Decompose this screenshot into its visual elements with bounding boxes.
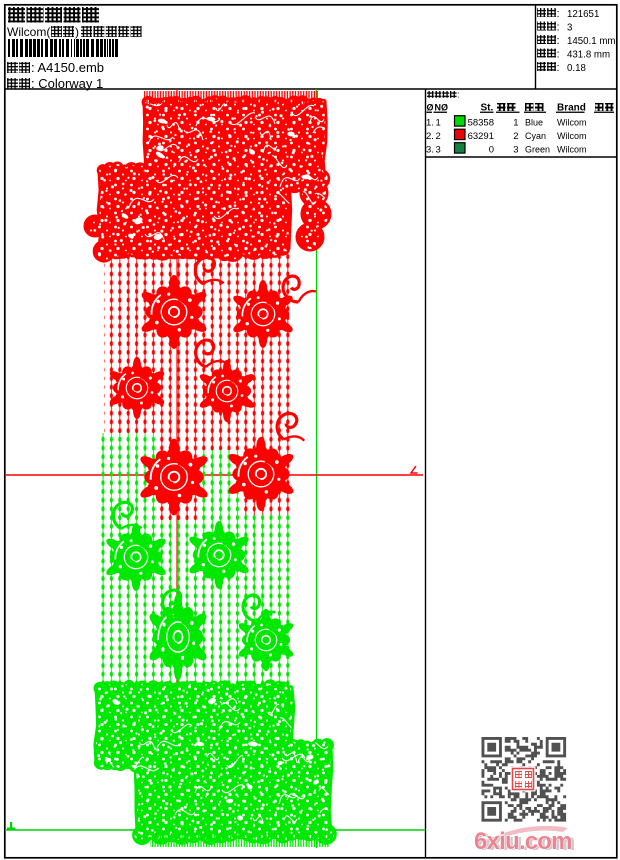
svg-text:Wilcom: Wilcom bbox=[557, 144, 587, 154]
svg-text:Wilcom: Wilcom bbox=[557, 131, 587, 141]
svg-text:Wilcom(: Wilcom( bbox=[7, 25, 50, 39]
svg-text:58358: 58358 bbox=[468, 117, 494, 128]
svg-text:Ø: Ø bbox=[427, 103, 434, 113]
svg-text:431.8 mm: 431.8 mm bbox=[567, 50, 610, 61]
svg-text::: : bbox=[557, 49, 560, 61]
svg-text:3: 3 bbox=[567, 23, 572, 34]
svg-text:3: 3 bbox=[513, 144, 518, 155]
svg-text:NØ: NØ bbox=[435, 103, 449, 113]
svg-text:6xiu.com: 6xiu.com bbox=[477, 829, 575, 856]
svg-text:Brand: Brand bbox=[557, 103, 586, 114]
svg-text::: : bbox=[557, 35, 560, 47]
svg-text::: : bbox=[557, 22, 560, 34]
svg-text:St.: St. bbox=[481, 103, 494, 114]
svg-text::: : bbox=[457, 90, 460, 100]
svg-text:1: 1 bbox=[513, 117, 518, 128]
svg-text:1.: 1. bbox=[426, 117, 434, 128]
svg-text:63291: 63291 bbox=[468, 131, 494, 142]
svg-text:2: 2 bbox=[436, 131, 441, 142]
svg-text:121651: 121651 bbox=[567, 9, 599, 20]
svg-text:: Colorway 1: : Colorway 1 bbox=[31, 76, 103, 91]
svg-text:0: 0 bbox=[489, 144, 494, 155]
svg-text:2.: 2. bbox=[426, 131, 434, 142]
svg-text:: A4150.emb: : A4150.emb bbox=[31, 60, 104, 75]
svg-text:Wilcom: Wilcom bbox=[557, 117, 587, 127]
svg-text:Blue: Blue bbox=[525, 117, 543, 127]
svg-text:1: 1 bbox=[436, 117, 441, 128]
svg-text:Green: Green bbox=[525, 144, 550, 154]
svg-text:): ) bbox=[75, 25, 79, 39]
svg-text:6xiu.com: 6xiu.com bbox=[474, 828, 572, 855]
svg-text:3.: 3. bbox=[426, 144, 434, 155]
svg-text:Cyan: Cyan bbox=[525, 131, 546, 141]
svg-text:3: 3 bbox=[436, 144, 441, 155]
svg-text::: : bbox=[557, 8, 560, 20]
svg-text:2: 2 bbox=[513, 131, 518, 142]
svg-text::: : bbox=[557, 62, 560, 74]
svg-text:1450.1 mm: 1450.1 mm bbox=[567, 36, 615, 47]
svg-text:0.18: 0.18 bbox=[567, 63, 586, 74]
